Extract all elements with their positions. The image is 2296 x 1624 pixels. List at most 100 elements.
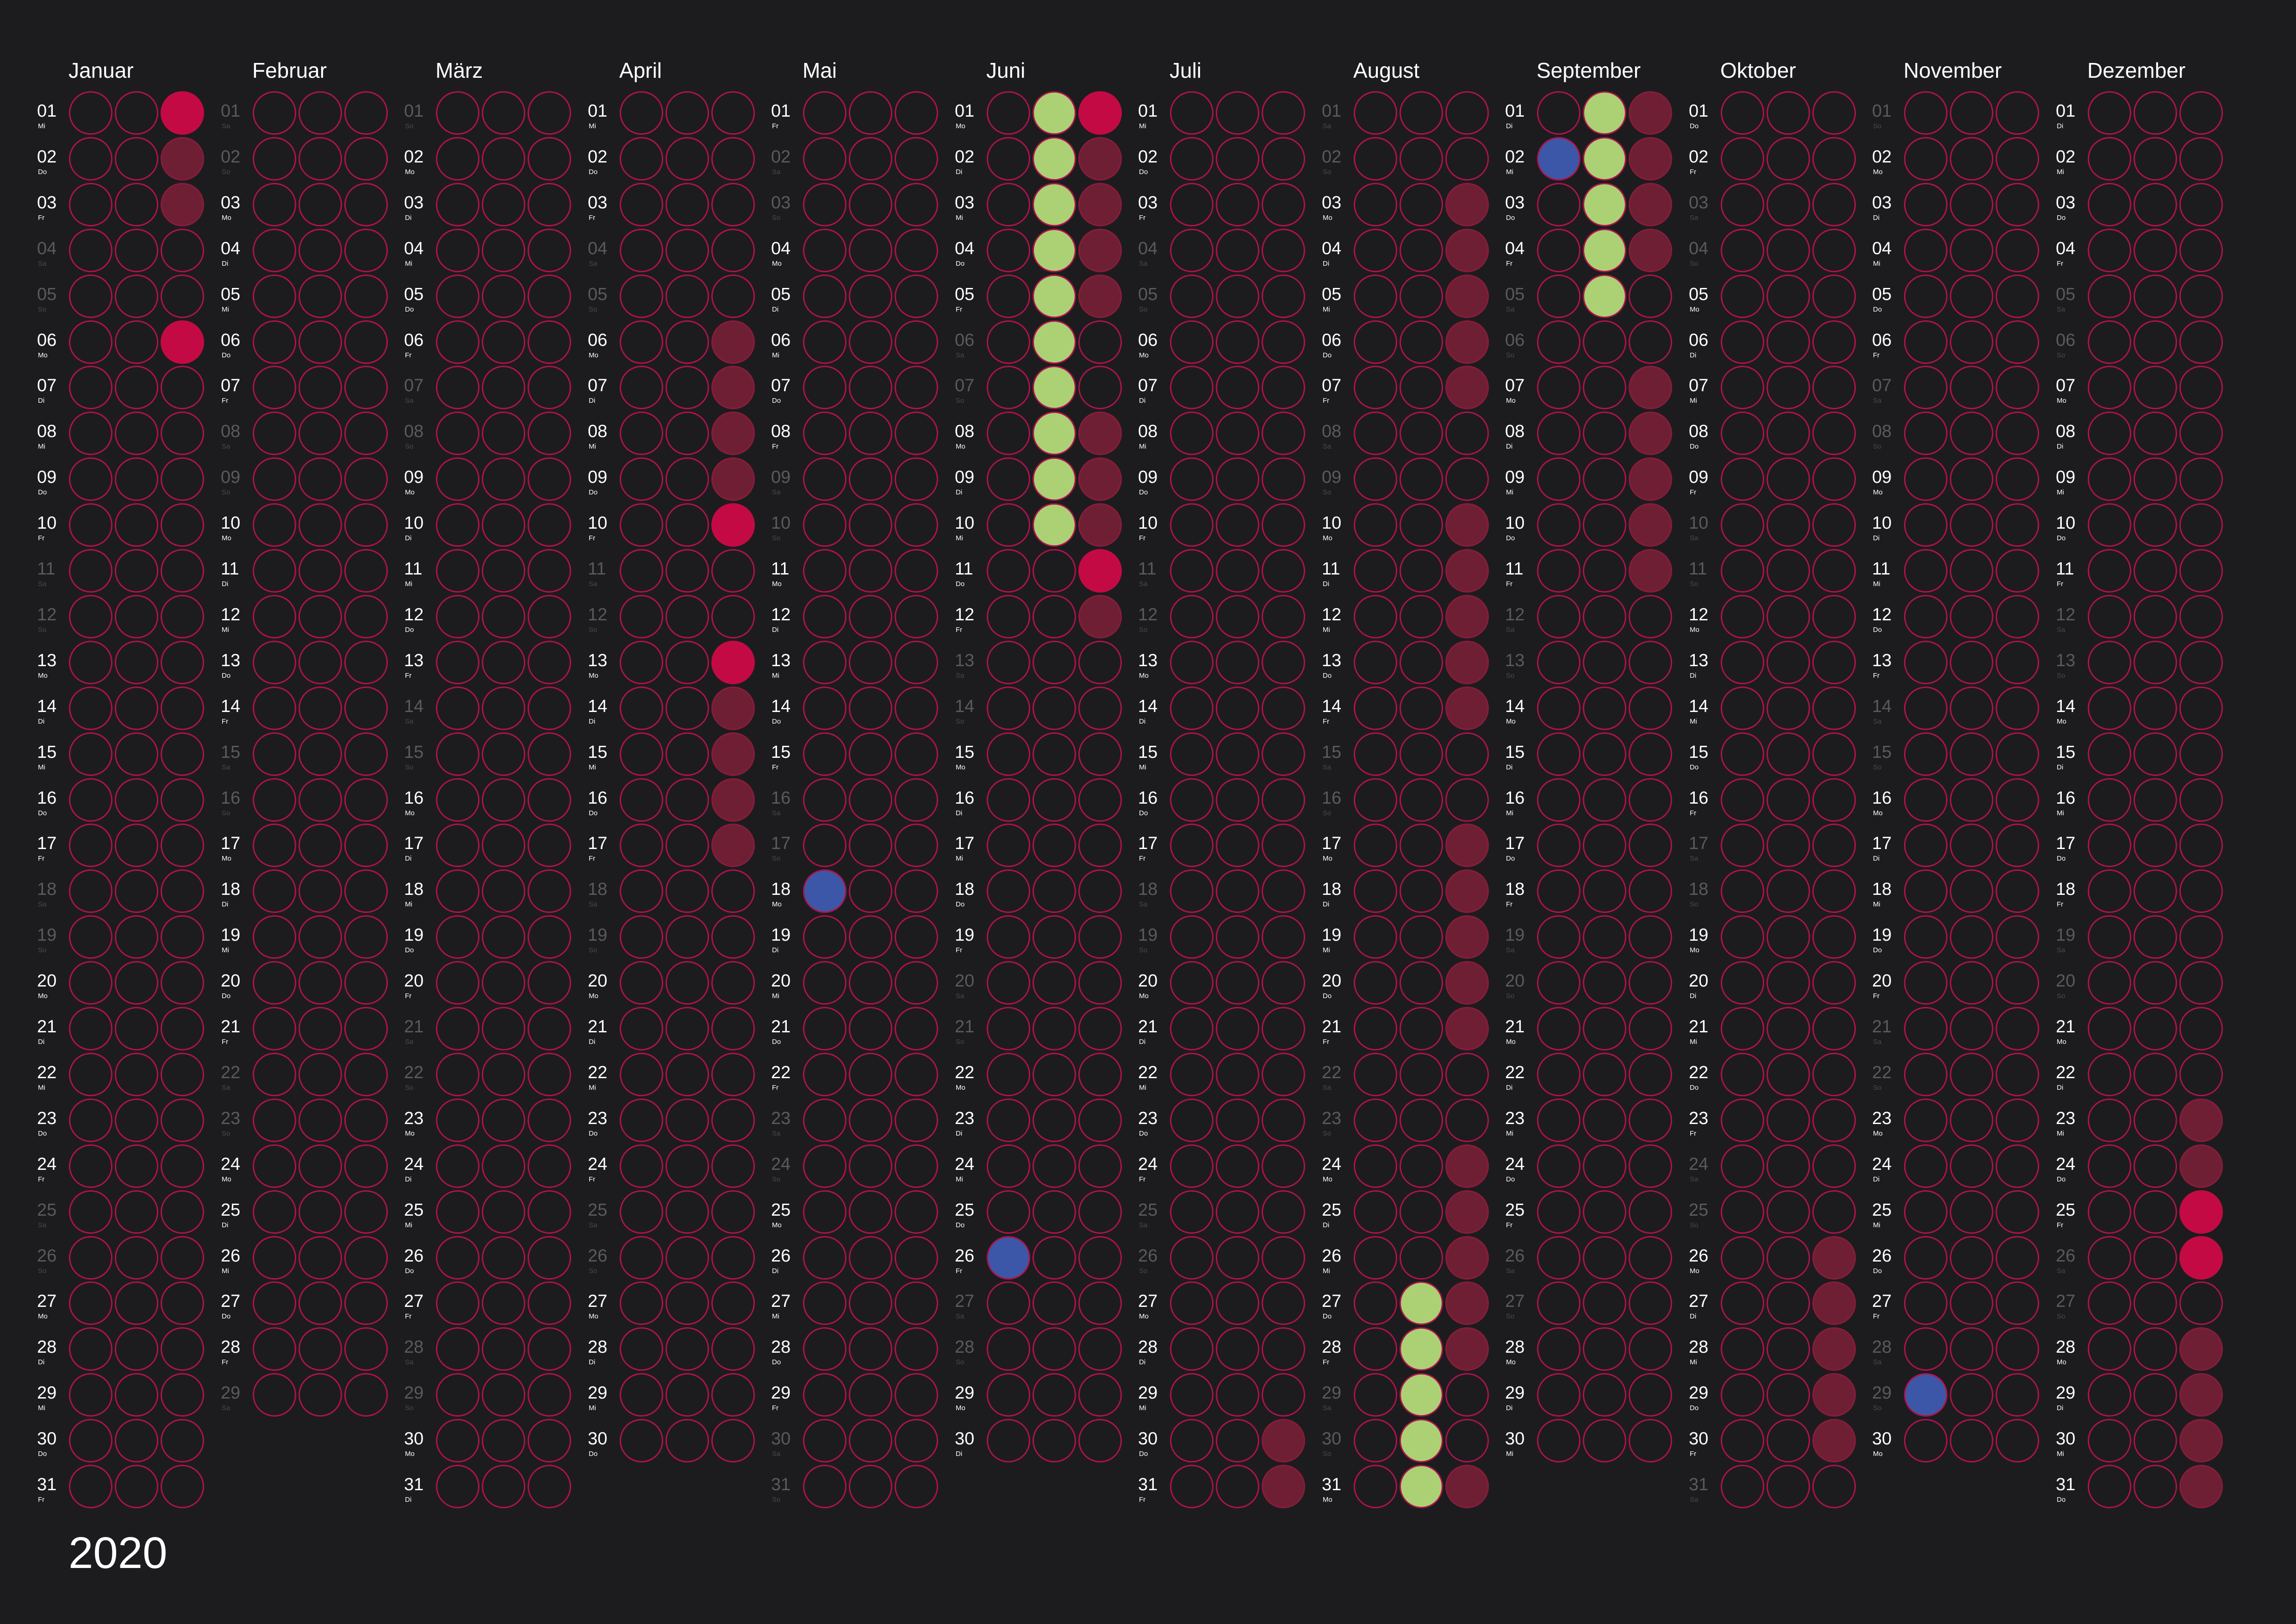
- day-tracker-circle[interactable]: [1950, 549, 1993, 593]
- day-tracker-circle[interactable]: [1262, 503, 1305, 547]
- day-tracker-circle[interactable]: [2179, 778, 2223, 822]
- day-tracker-circle[interactable]: [482, 961, 525, 1005]
- day-tracker-circle[interactable]: [987, 1053, 1030, 1096]
- day-tracker-circle[interactable]: [1170, 1373, 1213, 1417]
- day-tracker-circle[interactable]: [161, 1281, 204, 1325]
- day-tracker-circle[interactable]: [1445, 320, 1489, 364]
- day-tracker-circle[interactable]: [803, 1053, 846, 1096]
- day-tracker-circle[interactable]: [1721, 1373, 1764, 1417]
- day-tracker-circle[interactable]: [1904, 915, 1948, 959]
- day-tracker-circle[interactable]: [1812, 1327, 1856, 1371]
- day-tracker-circle[interactable]: [436, 1144, 479, 1188]
- day-tracker-circle[interactable]: [1767, 503, 1810, 547]
- day-tracker-circle[interactable]: [1812, 412, 1856, 455]
- day-tracker-circle[interactable]: [711, 1419, 755, 1462]
- day-tracker-circle[interactable]: [620, 869, 663, 913]
- day-tracker-circle[interactable]: [2134, 275, 2177, 318]
- day-tracker-circle[interactable]: [299, 457, 342, 501]
- day-tracker-circle[interactable]: [115, 869, 158, 913]
- day-tracker-circle[interactable]: [711, 915, 755, 959]
- day-tracker-circle[interactable]: [1950, 91, 1993, 135]
- day-tracker-circle[interactable]: [1950, 1007, 1993, 1050]
- day-tracker-circle[interactable]: [1262, 869, 1305, 913]
- day-tracker-circle[interactable]: [299, 1007, 342, 1050]
- day-tracker-circle[interactable]: [69, 1099, 112, 1142]
- day-tracker-circle[interactable]: [987, 1373, 1030, 1417]
- day-tracker-circle[interactable]: [1078, 1053, 1122, 1096]
- day-tracker-circle[interactable]: [1721, 1236, 1764, 1280]
- day-tracker-circle[interactable]: [253, 549, 296, 593]
- day-tracker-circle[interactable]: [1812, 1190, 1856, 1234]
- day-tracker-circle[interactable]: [1170, 137, 1213, 181]
- day-tracker-circle[interactable]: [161, 595, 204, 638]
- day-tracker-circle[interactable]: [2179, 1373, 2223, 1417]
- day-tracker-circle[interactable]: [666, 1144, 709, 1188]
- day-tracker-circle[interactable]: [161, 137, 204, 181]
- day-tracker-circle[interactable]: [1216, 1190, 1259, 1234]
- day-tracker-circle[interactable]: [1400, 320, 1443, 364]
- day-tracker-circle[interactable]: [1629, 183, 1672, 226]
- day-tracker-circle[interactable]: [436, 1373, 479, 1417]
- day-tracker-circle[interactable]: [299, 320, 342, 364]
- day-tracker-circle[interactable]: [1216, 503, 1259, 547]
- day-tracker-circle[interactable]: [666, 824, 709, 867]
- day-tracker-circle[interactable]: [2134, 1190, 2177, 1234]
- day-tracker-circle[interactable]: [1583, 687, 1626, 730]
- day-tracker-circle[interactable]: [2088, 1099, 2131, 1142]
- day-tracker-circle[interactable]: [1629, 412, 1672, 455]
- day-tracker-circle[interactable]: [1445, 1144, 1489, 1188]
- day-tracker-circle[interactable]: [1950, 412, 1993, 455]
- day-tracker-circle[interactable]: [1400, 366, 1443, 409]
- day-tracker-circle[interactable]: [666, 1053, 709, 1096]
- day-tracker-circle[interactable]: [1033, 1373, 1076, 1417]
- day-tracker-circle[interactable]: [666, 1373, 709, 1417]
- day-tracker-circle[interactable]: [1904, 1419, 1948, 1462]
- day-tracker-circle[interactable]: [1537, 503, 1580, 547]
- day-tracker-circle[interactable]: [1354, 915, 1397, 959]
- day-tracker-circle[interactable]: [2088, 320, 2131, 364]
- day-tracker-circle[interactable]: [1767, 366, 1810, 409]
- day-tracker-circle[interactable]: [987, 778, 1030, 822]
- day-tracker-circle[interactable]: [115, 412, 158, 455]
- day-tracker-circle[interactable]: [2134, 1007, 2177, 1050]
- day-tracker-circle[interactable]: [1262, 641, 1305, 684]
- day-tracker-circle[interactable]: [2179, 1236, 2223, 1280]
- day-tracker-circle[interactable]: [528, 641, 571, 684]
- day-tracker-circle[interactable]: [1400, 915, 1443, 959]
- day-tracker-circle[interactable]: [482, 1373, 525, 1417]
- day-tracker-circle[interactable]: [1629, 1327, 1672, 1371]
- day-tracker-circle[interactable]: [1216, 595, 1259, 638]
- day-tracker-circle[interactable]: [1812, 366, 1856, 409]
- day-tracker-circle[interactable]: [803, 1327, 846, 1371]
- day-tracker-circle[interactable]: [1078, 229, 1122, 272]
- day-tracker-circle[interactable]: [528, 457, 571, 501]
- day-tracker-circle[interactable]: [1445, 1099, 1489, 1142]
- day-tracker-circle[interactable]: [1950, 366, 1993, 409]
- day-tracker-circle[interactable]: [1767, 869, 1810, 913]
- day-tracker-circle[interactable]: [895, 366, 938, 409]
- day-tracker-circle[interactable]: [895, 1144, 938, 1188]
- day-tracker-circle[interactable]: [482, 91, 525, 135]
- day-tracker-circle[interactable]: [711, 869, 755, 913]
- day-tracker-circle[interactable]: [482, 915, 525, 959]
- day-tracker-circle[interactable]: [1033, 457, 1076, 501]
- day-tracker-circle[interactable]: [115, 961, 158, 1005]
- day-tracker-circle[interactable]: [1170, 366, 1213, 409]
- day-tracker-circle[interactable]: [1262, 1236, 1305, 1280]
- day-tracker-circle[interactable]: [711, 275, 755, 318]
- day-tracker-circle[interactable]: [528, 1281, 571, 1325]
- day-tracker-circle[interactable]: [1721, 457, 1764, 501]
- day-tracker-circle[interactable]: [620, 687, 663, 730]
- day-tracker-circle[interactable]: [253, 778, 296, 822]
- day-tracker-circle[interactable]: [711, 457, 755, 501]
- day-tracker-circle[interactable]: [436, 961, 479, 1005]
- day-tracker-circle[interactable]: [1033, 549, 1076, 593]
- day-tracker-circle[interactable]: [666, 1099, 709, 1142]
- day-tracker-circle[interactable]: [1170, 1190, 1213, 1234]
- day-tracker-circle[interactable]: [849, 1373, 892, 1417]
- day-tracker-circle[interactable]: [161, 320, 204, 364]
- day-tracker-circle[interactable]: [1629, 595, 1672, 638]
- day-tracker-circle[interactable]: [528, 1419, 571, 1462]
- day-tracker-circle[interactable]: [711, 687, 755, 730]
- day-tracker-circle[interactable]: [1904, 1190, 1948, 1234]
